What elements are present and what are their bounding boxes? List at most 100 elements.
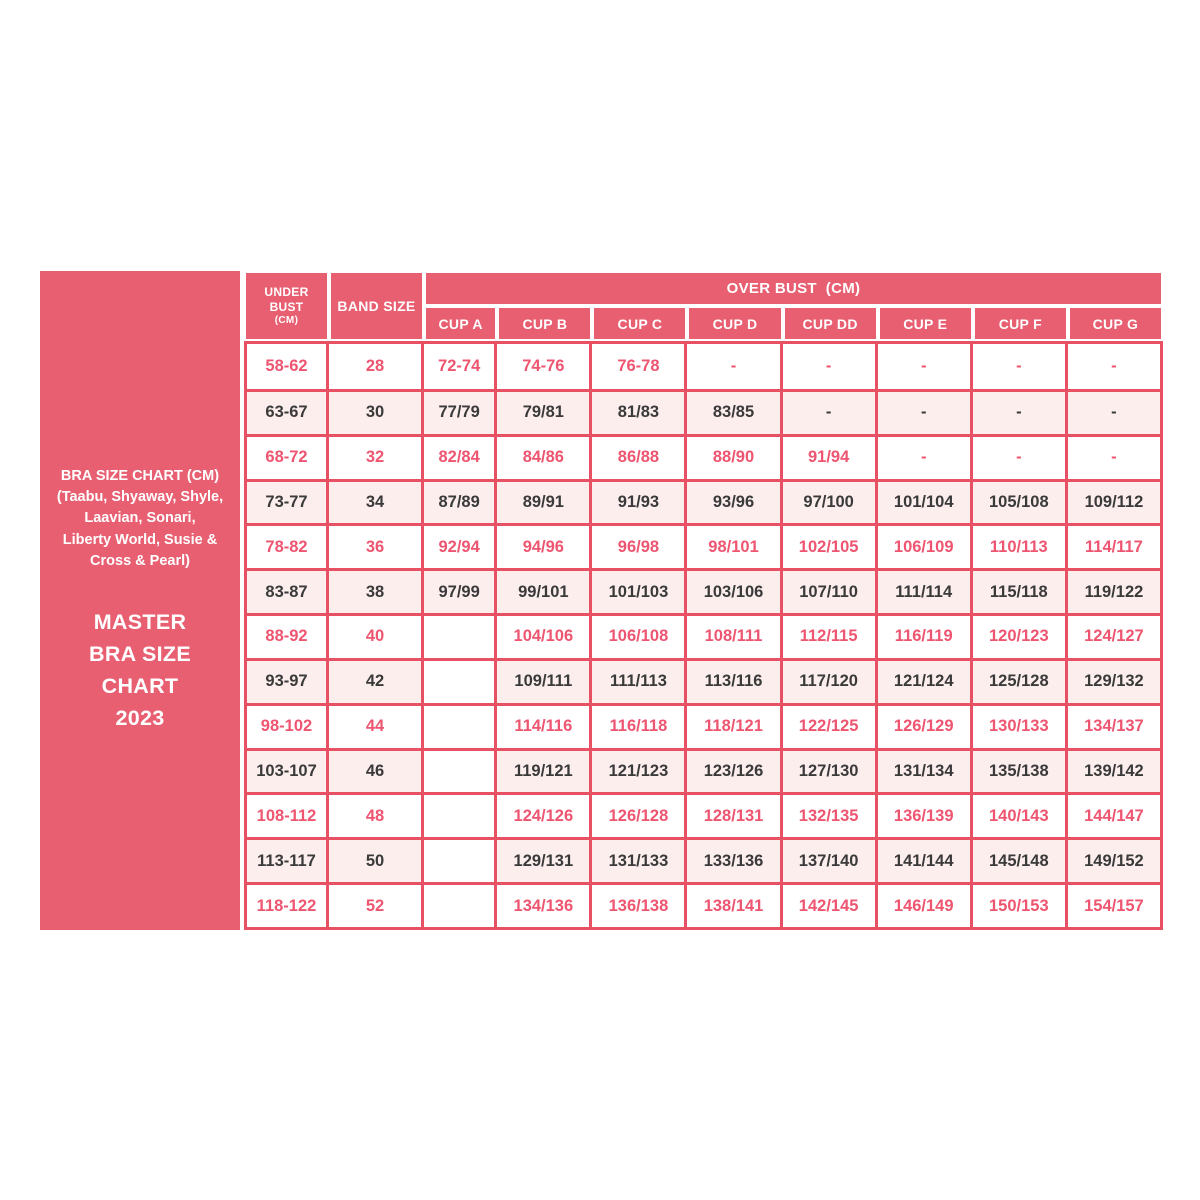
cup-value-cell: 83/85	[687, 391, 783, 437]
cup-value-cell: 128/131	[687, 795, 783, 841]
under-bust-cell: 108-112	[244, 795, 329, 841]
band-size-cell: 30	[329, 391, 424, 437]
header-row-cups: CUP A CUP B CUP C CUP D CUP DD CUP E CUP…	[244, 306, 1163, 341]
band-size-cell: 42	[329, 660, 424, 706]
cup-value-cell: 82/84	[424, 436, 498, 482]
cup-value-cell: 125/128	[972, 660, 1068, 706]
cup-value-cell: 94/96	[497, 526, 593, 572]
cup-value-cell: 93/96	[687, 481, 783, 527]
cup-value-cell: -	[687, 341, 783, 392]
band-size-cell: 50	[329, 840, 424, 886]
cup-value-cell: 77/79	[424, 391, 498, 437]
under-bust-cell: 118-122	[244, 885, 329, 930]
band-size-cell: 52	[329, 885, 424, 930]
cup-value-cell	[424, 660, 498, 706]
cup-value-cell: 114/116	[497, 705, 593, 751]
header-row-top: UNDER BUST (CM) BAND SIZE OVER BUST (CM)	[244, 271, 1163, 341]
cup-value-cell: 105/108	[972, 481, 1068, 527]
table-row: 118-122 52 134/136 136/138 138/141 142/145 146…	[244, 885, 1163, 930]
cup-value-cell: -	[1067, 391, 1163, 437]
under-bust-label: UNDER BUST	[264, 284, 309, 314]
cup-value-cell: 124/126	[497, 795, 593, 841]
cup-value-cell	[424, 795, 498, 841]
cup-value-cell: 116/119	[877, 616, 973, 661]
under-bust-cell: 68-72	[244, 436, 329, 482]
cup-value-cell: 99/101	[497, 571, 593, 617]
band-size-cell: 28	[329, 341, 424, 392]
cup-value-cell: 103/106	[687, 571, 783, 617]
cup-value-cell: 110/113	[972, 526, 1068, 572]
cup-value-cell: 97/100	[782, 481, 878, 527]
table-row: 108-112 48 124/126 126/128 128/131 132/135 136…	[244, 795, 1163, 841]
cup-value-cell: 96/98	[592, 526, 688, 572]
cup-value-cell	[424, 750, 498, 796]
cup-value-cell: 111/114	[877, 571, 973, 617]
cup-c-header: CUP C	[592, 306, 688, 341]
cup-b-header: CUP B	[497, 306, 593, 341]
cup-value-cell: 119/122	[1067, 571, 1163, 617]
table-row: 73-77 34 87/89 89/91 91/93 93/96 97/100 101/104…	[244, 481, 1163, 527]
cup-value-cell: -	[877, 341, 973, 392]
cup-value-cell: 79/81	[497, 391, 593, 437]
cup-f-header: CUP F	[972, 306, 1068, 341]
cup-value-cell: 88/90	[687, 436, 783, 482]
cup-d-header: CUP D	[687, 306, 783, 341]
band-size-cell: 34	[329, 481, 424, 527]
band-size-cell: 32	[329, 436, 424, 482]
cup-value-cell: 91/94	[782, 436, 878, 482]
cup-value-cell: 109/112	[1067, 481, 1163, 527]
cup-value-cell	[424, 616, 498, 661]
cup-value-cell: 87/89	[424, 481, 498, 527]
under-bust-header: UNDER BUST (CM)	[244, 271, 329, 341]
cup-value-cell: 146/149	[877, 885, 973, 930]
cup-value-cell: -	[877, 436, 973, 482]
cup-value-cell: 97/99	[424, 571, 498, 617]
cup-value-cell: 92/94	[424, 526, 498, 572]
cup-value-cell: 74-76	[497, 341, 593, 392]
cup-value-cell: 119/121	[497, 750, 593, 796]
cup-value-cell: 114/117	[1067, 526, 1163, 572]
cup-value-cell: 111/113	[592, 660, 688, 706]
cup-value-cell: 132/135	[782, 795, 878, 841]
cup-value-cell: 91/93	[592, 481, 688, 527]
cup-value-cell: 126/128	[592, 795, 688, 841]
cup-value-cell: 130/133	[972, 705, 1068, 751]
table-row: 78-82 36 92/94 94/96 96/98 98/101 102/105 106/1…	[244, 526, 1163, 572]
table-row: 58-62 28 72-74 74-76 76-78- - - - -	[244, 341, 1163, 392]
cup-value-cell: 133/136	[687, 840, 783, 886]
under-bust-cell: 63-67	[244, 391, 329, 437]
over-bust-header: OVER BUST (CM)	[424, 271, 1163, 306]
band-size-cell: 46	[329, 750, 424, 796]
cup-value-cell: -	[1067, 436, 1163, 482]
cup-value-cell	[424, 705, 498, 751]
table-row: 98-102 44 114/116 116/118 118/121 122/125 126/…	[244, 705, 1163, 751]
cup-value-cell	[424, 885, 498, 930]
cup-value-cell: 136/138	[592, 885, 688, 930]
cup-value-cell: -	[972, 391, 1068, 437]
cup-value-cell: 134/137	[1067, 705, 1163, 751]
cup-value-cell: 138/141	[687, 885, 783, 930]
cup-value-cell: 72-74	[424, 341, 498, 392]
cup-value-cell: 129/131	[497, 840, 593, 886]
under-bust-cell: 58-62	[244, 341, 329, 392]
cup-value-cell: 113/116	[687, 660, 783, 706]
table-row: 63-67 30 77/79 79/81 81/83 83/85- - - -	[244, 391, 1163, 437]
cup-value-cell: -	[972, 341, 1068, 392]
table-row: 113-117 50 129/131 131/133 133/136 137/140 141…	[244, 840, 1163, 886]
size-table: UNDER BUST (CM) BAND SIZE OVER BUST (CM)…	[244, 271, 1163, 930]
table-row: 103-107 46 119/121 121/123 123/126 127/130 131…	[244, 750, 1163, 796]
cup-value-cell: 115/118	[972, 571, 1068, 617]
cup-value-cell: 118/121	[687, 705, 783, 751]
cup-dd-header: CUP DD	[782, 306, 878, 341]
cup-value-cell: 129/132	[1067, 660, 1163, 706]
cup-value-cell: 104/106	[497, 616, 593, 661]
under-bust-cell: 88-92	[244, 616, 329, 661]
cup-value-cell: 131/133	[592, 840, 688, 886]
cup-value-cell: 121/123	[592, 750, 688, 796]
cup-value-cell: 126/129	[877, 705, 973, 751]
cup-value-cell: 101/103	[592, 571, 688, 617]
table-row: 93-97 42 109/111 111/113 113/116 117/120 121/1…	[244, 660, 1163, 706]
cup-value-cell: 98/101	[687, 526, 783, 572]
cup-value-cell: 135/138	[972, 750, 1068, 796]
cup-value-cell: 144/147	[1067, 795, 1163, 841]
